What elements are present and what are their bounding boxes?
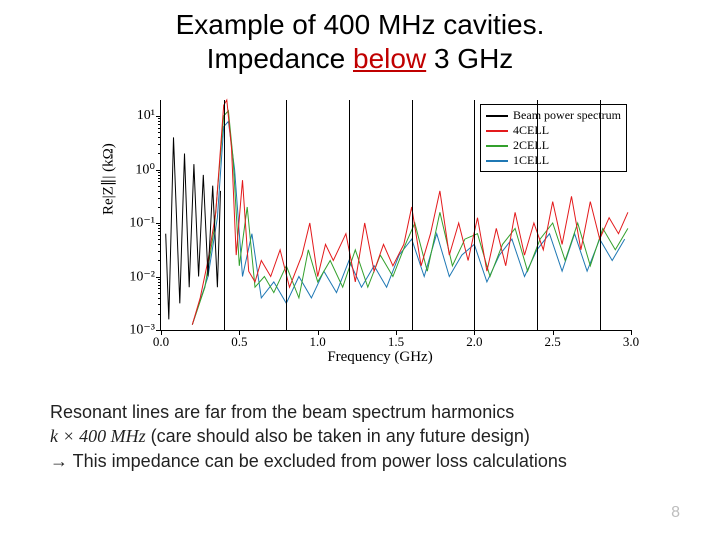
- y-minor-tick: [158, 235, 161, 236]
- x-tick-label: 0.0: [153, 334, 169, 350]
- legend-label: Beam power spectrum: [513, 108, 621, 123]
- y-tick-label: 10⁻³: [129, 322, 155, 339]
- legend-label: 2CELL: [513, 138, 549, 153]
- harmonic-line: [349, 100, 350, 330]
- y-minor-tick: [158, 186, 161, 187]
- y-tick: [156, 170, 161, 171]
- y-minor-tick: [158, 298, 161, 299]
- y-minor-tick: [158, 288, 161, 289]
- slide-title: Example of 400 MHz cavities. Impedance b…: [0, 0, 720, 75]
- body-math: k × 400 MHz: [50, 426, 146, 446]
- y-minor-tick: [158, 260, 161, 261]
- y-minor-tick: [158, 191, 161, 192]
- legend-label: 4CELL: [513, 123, 549, 138]
- body-line2: k × 400 MHz (care should also be taken i…: [50, 424, 670, 448]
- harmonic-line: [412, 100, 413, 330]
- y-minor-tick: [158, 198, 161, 199]
- legend-entry: 1CELL: [486, 153, 621, 168]
- y-minor-tick: [158, 231, 161, 232]
- harmonic-line: [537, 100, 538, 330]
- y-tick: [156, 277, 161, 278]
- x-tick-label: 2.0: [466, 334, 482, 350]
- x-tick-label: 2.5: [545, 334, 561, 350]
- y-minor-tick: [158, 178, 161, 179]
- series-line: [166, 137, 221, 319]
- body-text: Resonant lines are far from the beam spe…: [50, 400, 670, 473]
- body-l2b: (care should also be taken in any future…: [146, 426, 530, 446]
- y-tick: [156, 223, 161, 224]
- x-tick-label: 1.5: [388, 334, 404, 350]
- harmonic-line: [224, 100, 225, 330]
- harmonic-line: [474, 100, 475, 330]
- y-minor-tick: [158, 132, 161, 133]
- y-minor-tick: [158, 144, 161, 145]
- y-minor-tick: [158, 293, 161, 294]
- harmonic-line: [600, 100, 601, 330]
- y-minor-tick: [158, 172, 161, 173]
- y-tick-label: 10⁻¹: [129, 215, 155, 232]
- plot-area: Beam power spectrum4CELL2CELL1CELL 10⁻³1…: [160, 100, 631, 331]
- y-minor-tick: [158, 304, 161, 305]
- title-line2a: Impedance: [207, 43, 353, 74]
- y-tick-label: 10⁰: [135, 161, 155, 178]
- x-tick-label: 0.5: [231, 334, 247, 350]
- y-axis-label: Re|Z∥| (kΩ): [99, 143, 118, 215]
- y-minor-tick: [158, 285, 161, 286]
- harmonic-line: [286, 100, 287, 330]
- legend-swatch: [486, 115, 508, 117]
- legend-swatch: [486, 160, 508, 162]
- slide-number: 8: [671, 504, 680, 522]
- legend-entry: 4CELL: [486, 123, 621, 138]
- y-minor-tick: [158, 207, 161, 208]
- legend-entry: 2CELL: [486, 138, 621, 153]
- y-minor-tick: [158, 279, 161, 280]
- x-axis-label: Frequency (GHz): [327, 349, 432, 366]
- y-tick-label: 10⁻²: [129, 268, 155, 285]
- x-tick-label: 3.0: [623, 334, 639, 350]
- y-minor-tick: [158, 153, 161, 154]
- y-minor-tick: [158, 228, 161, 229]
- title-highlight: below: [353, 43, 426, 74]
- y-minor-tick: [158, 244, 161, 245]
- y-minor-tick: [158, 225, 161, 226]
- y-minor-tick: [158, 314, 161, 315]
- legend-label: 1CELL: [513, 153, 549, 168]
- legend-entry: Beam power spectrum: [486, 108, 621, 123]
- title-line1: Example of 400 MHz cavities.: [176, 9, 545, 40]
- y-minor-tick: [158, 137, 161, 138]
- body-line1: Resonant lines are far from the beam spe…: [50, 400, 670, 424]
- impedance-chart: Re|Z∥| (kΩ) Beam power spectrum4CELL2CEL…: [100, 90, 660, 370]
- y-minor-tick: [158, 282, 161, 283]
- y-minor-tick: [158, 181, 161, 182]
- y-minor-tick: [158, 128, 161, 129]
- body-line3: → This impedance can be excluded from po…: [50, 449, 670, 473]
- legend: Beam power spectrum4CELL2CELL1CELL: [480, 104, 627, 172]
- legend-swatch: [486, 145, 508, 147]
- slide: Example of 400 MHz cavities. Impedance b…: [0, 0, 720, 540]
- y-minor-tick: [158, 251, 161, 252]
- y-tick: [156, 116, 161, 117]
- y-minor-tick: [158, 124, 161, 125]
- y-minor-tick: [158, 175, 161, 176]
- y-minor-tick: [158, 118, 161, 119]
- title-line2b: 3 GHz: [426, 43, 513, 74]
- y-tick-label: 10¹: [137, 108, 155, 124]
- x-tick-label: 1.0: [310, 334, 326, 350]
- y-minor-tick: [158, 121, 161, 122]
- y-minor-tick: [158, 239, 161, 240]
- legend-swatch: [486, 130, 508, 132]
